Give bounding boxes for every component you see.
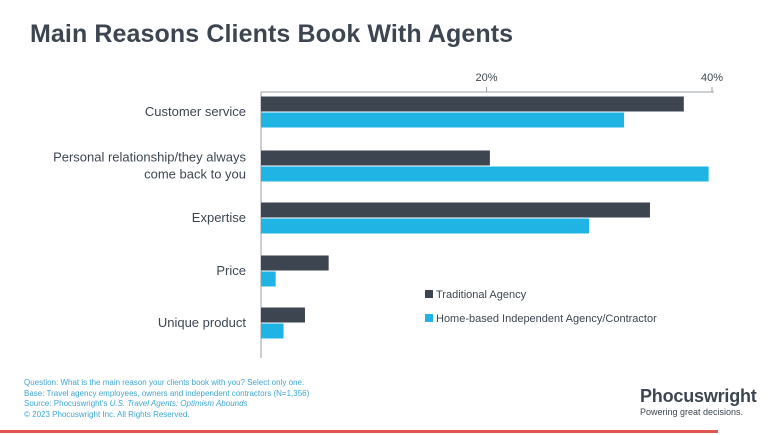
x-tick-label: 40% <box>701 72 723 84</box>
bar-home-based-1 <box>261 166 709 182</box>
legend-label: Traditional Agency <box>436 289 527 301</box>
bar-traditional-0 <box>261 96 684 112</box>
footnote-copyright: © 2023 Phocuswright Inc. All Rights Rese… <box>24 409 190 419</box>
bar-home-based-0 <box>261 112 625 128</box>
brand-tagline: Powering great decisions. <box>640 407 744 417</box>
bar-chart: 20% 40% Customer service Personal relations… <box>53 72 723 358</box>
legend-swatch <box>425 290 433 298</box>
bar-traditional-3 <box>261 255 329 271</box>
bar-traditional-1 <box>261 150 490 166</box>
bottom-accent-bar <box>0 430 718 433</box>
category-label: Expertise <box>192 210 246 225</box>
category-label: Unique product <box>158 315 247 330</box>
phocuswright-logo: Phocuswright Powering great decisions. <box>640 386 770 417</box>
legend-label: Home-based Independent Agency/Contractor <box>436 313 657 325</box>
bar-home-based-2 <box>261 218 590 234</box>
category-label: Price <box>216 263 246 278</box>
category-label: Personal relationship/they always <box>53 150 246 165</box>
footnote-source: Source: Phocuswright's U.S. Travel Agent… <box>24 399 248 408</box>
chart-footer: Question: What is the main reason your c… <box>24 378 309 420</box>
bar-home-based-3 <box>261 271 276 287</box>
category-label: come back to you <box>144 167 246 182</box>
footnote-question: Question: What is the main reason your c… <box>24 378 305 387</box>
bar-home-based-4 <box>261 323 284 339</box>
footnote-base: Base: Travel agency employees, owners an… <box>24 388 310 398</box>
brand-name: Phocuswright <box>640 386 757 406</box>
legend-swatch <box>425 314 433 322</box>
x-tick-label: 20% <box>475 72 497 84</box>
bar-traditional-4 <box>261 307 305 323</box>
bar-traditional-2 <box>261 202 650 218</box>
chart-title: Main Reasons Clients Book With Agents <box>30 20 514 48</box>
category-label: Customer service <box>145 104 246 119</box>
